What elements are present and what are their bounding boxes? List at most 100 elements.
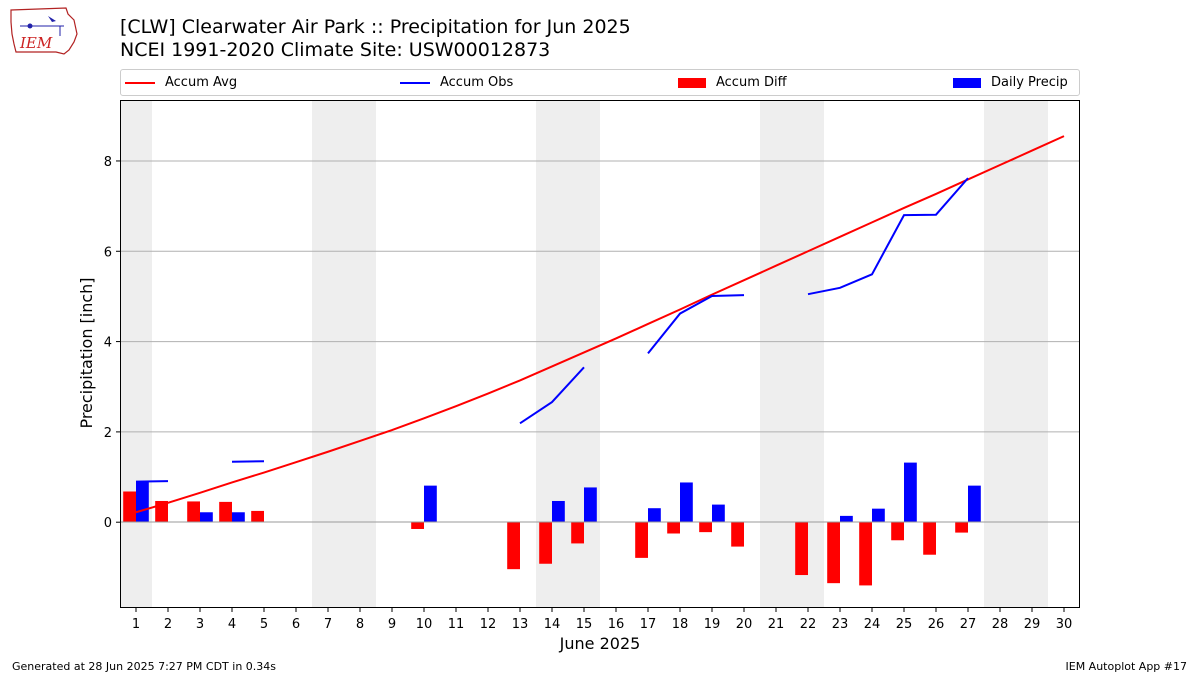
accum-diff-bar [699,522,712,533]
daily-precip-bar [968,485,981,523]
x-tick-label: 4 [228,617,236,632]
title-line-1: [CLW] Clearwater Air Park :: Precipitati… [120,16,631,38]
footer-generated: Generated at 28 Jun 2025 7:27 PM CDT in … [12,660,277,673]
accum-diff-bar [411,522,424,529]
y-ticks: 0 2 4 6 8 [104,155,120,531]
y-tick-label: 2 [104,426,112,441]
y-tick-label: 6 [104,245,112,260]
x-tick-label: 19 [704,617,721,632]
x-tick-label: 10 [416,617,433,632]
chart-legend: Accum Avg Accum Obs Accum Diff Daily Pre… [120,69,1080,96]
legend-swatch-accum-diff [678,77,706,88]
daily-precip-bar [200,512,213,523]
accum-diff-bar [187,501,200,523]
accum-diff-bar [859,522,872,586]
accum-diff-bar [891,522,904,541]
accum-diff-bar [827,522,840,584]
x-tick-label: 1 [132,617,140,632]
weekend-band [760,100,824,608]
accum-obs-line [807,177,969,296]
legend-item-daily-precip: Daily Precip [953,73,1068,93]
x-tick-label: 27 [960,617,977,632]
x-tick-label: 3 [196,617,204,632]
weekend-shading [120,100,1048,608]
x-tick-label: 7 [324,617,332,632]
daily-precip-bar [680,482,693,523]
accum-diff-bar [123,491,136,523]
accum-obs-line [647,294,745,354]
x-tick-label: 12 [480,617,497,632]
x-tick-label: 29 [1024,617,1041,632]
x-tick-label: 26 [928,617,945,632]
accum-diff-bar [731,522,744,547]
accum-diff-bar [923,522,936,555]
accum-obs-line [519,366,585,425]
accum-avg-line [135,135,1065,514]
title-line-2: NCEI 1991-2020 Climate Site: USW00012873 [120,39,551,61]
accum-diff-bar [539,522,552,564]
daily-precip-bar [648,508,661,523]
x-tick-label: 24 [864,617,881,632]
legend-swatch-accum-avg [125,81,155,84]
x-tick-label: 5 [260,617,268,632]
legend-swatch-accum-obs [400,81,430,84]
chart-title: [CLW] Clearwater Air Park :: Precipitati… [120,16,631,62]
daily-precip-bar [136,481,149,523]
x-tick-label: 18 [672,617,689,632]
daily-precip-bar [840,515,853,523]
x-tick-label: 25 [896,617,913,632]
x-tick-label: 11 [448,617,465,632]
accum-diff-bar [635,522,648,558]
legend-item-accum-diff: Accum Diff [678,73,787,93]
y-tick-label: 0 [104,516,112,531]
x-tick-label: 28 [992,617,1009,632]
svg-text:IEM: IEM [19,34,53,52]
daily-precip-bar [232,512,245,523]
iem-logo: IEM [8,6,82,62]
footer-app: IEM Autoplot App #17 [1065,660,1188,673]
iowa-map-logo-icon: IEM [10,7,78,55]
y-tick-label: 4 [104,336,112,351]
x-tick-label: 17 [640,617,657,632]
x-ticks: 1 2 3 4 5 6 7 8 9 10 11 12 13 14 15 16 17 18 19 20 21 22 23 24 2… [132,608,1072,632]
x-tick-label: 30 [1056,617,1073,632]
daily-precip-bar [712,504,725,523]
daily-precip-bar [424,485,437,523]
plot-frame [120,100,1080,608]
x-tick-label: 14 [544,617,561,632]
legend-swatch-daily-precip [953,77,981,88]
x-tick-label: 23 [832,617,849,632]
x-tick-label: 21 [768,617,785,632]
daily-precip-bar [872,508,885,523]
accum-diff-bar [955,522,968,533]
weekend-band [312,100,376,608]
x-tick-label: 13 [512,617,529,632]
accum-diff-bar [219,501,232,523]
x-tick-label: 22 [800,617,817,632]
weekend-band [984,100,1048,608]
accum-diff-bar [795,522,808,576]
series-lines [135,135,1065,514]
x-tick-label: 8 [356,617,364,632]
x-tick-label: 6 [292,617,300,632]
legend-item-accum-avg: Accum Avg [125,73,237,93]
weekend-band [120,100,152,608]
x-tick-label: 16 [608,617,625,632]
x-tick-label: 20 [736,617,753,632]
daily-precip-bar [584,487,597,523]
x-tick-label: 15 [576,617,593,632]
x-tick-label: 2 [164,617,172,632]
daily-precip-bar [552,500,565,523]
accum-diff-bar [571,522,584,544]
accum-diff-bar [667,522,680,534]
x-axis-label: June 2025 [559,634,641,653]
legend-item-accum-obs: Accum Obs [400,73,513,93]
daily-precip-bar [904,462,917,523]
accum-diff-bar [507,522,520,570]
accum-diff-bar [251,510,264,523]
y-axis-label: Precipitation [inch] [77,277,96,428]
x-tick-label: 9 [388,617,396,632]
y-gridlines [120,160,1080,433]
y-tick-label: 8 [104,155,112,170]
